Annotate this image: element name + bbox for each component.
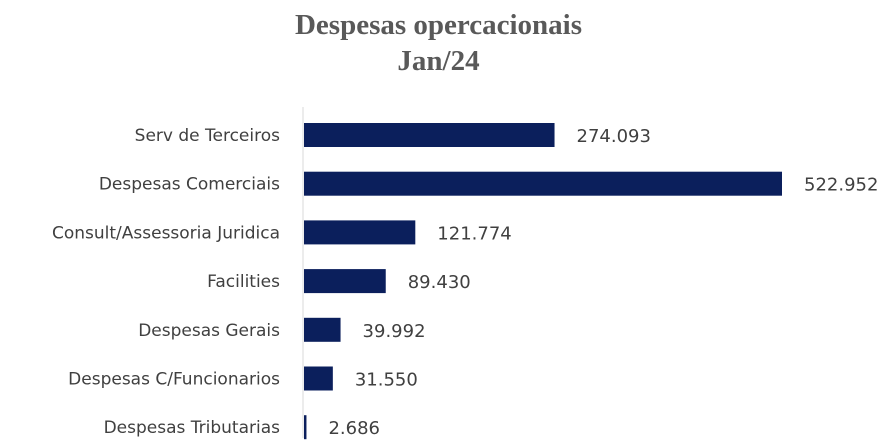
bar [304, 171, 782, 196]
category-label: Serv de Terceiros [135, 126, 280, 146]
category-label: Despesas C/Funcionarios [68, 370, 280, 390]
category-label: Despesas Comerciais [99, 175, 280, 195]
data-label: 31.550 [355, 370, 418, 391]
category-label: Despesas Tributarias [104, 418, 281, 438]
category-label: Despesas Gerais [138, 321, 280, 341]
category-label: Facilities [207, 272, 280, 292]
data-label: 2.686 [328, 418, 380, 439]
bar [304, 269, 386, 294]
chart-title: Despesas opercacionais [294, 9, 583, 41]
category-label: Consult/Assessoria Juridica [52, 223, 280, 243]
bar [304, 366, 333, 391]
chart-subtitle: Jan/24 [397, 45, 480, 77]
data-label: 522.952 [804, 175, 877, 196]
bar [304, 415, 307, 440]
bar [304, 317, 341, 342]
data-label: 274.093 [577, 126, 651, 147]
bar [304, 220, 416, 245]
data-label: 121.774 [437, 223, 511, 244]
data-label: 89.430 [408, 272, 471, 293]
bar [304, 123, 555, 147]
data-label: 39.992 [363, 321, 426, 342]
